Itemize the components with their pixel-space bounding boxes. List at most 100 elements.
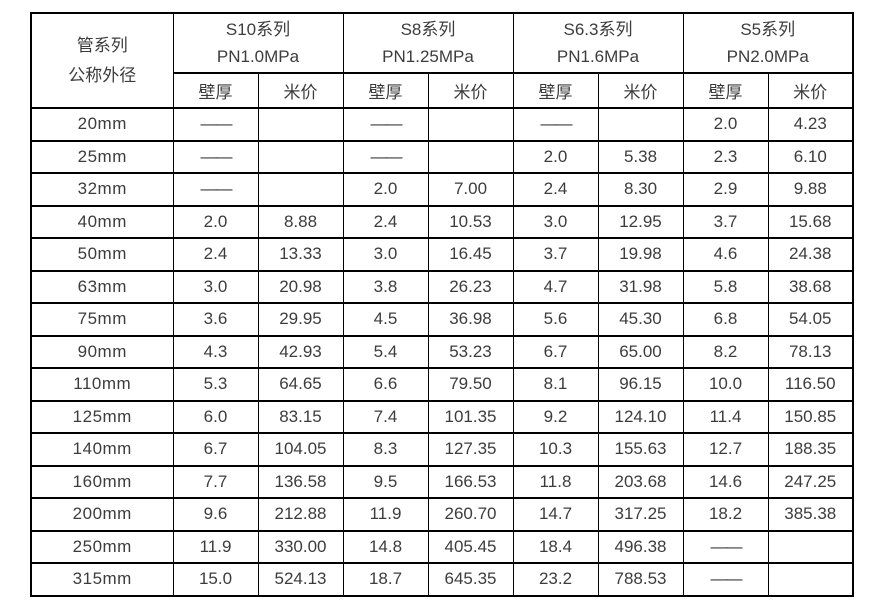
value-cell: 6.8	[682, 302, 769, 337]
value-cell: 9.5	[342, 464, 429, 499]
corner-header-line1: 管系列	[76, 35, 128, 55]
value-cell: 24.38	[767, 237, 854, 272]
value-cell: 7.7	[172, 464, 259, 499]
table-row: 110mm 5.3 64.65 6.6 79.50 8.1 96.15 10.0 116.50	[30, 367, 854, 402]
value-cell: 11.4	[682, 399, 769, 434]
value-cell: 26.23	[427, 269, 514, 304]
value-cell	[767, 562, 854, 597]
series-name: S10系列	[225, 20, 291, 39]
value-cell: 54.05	[767, 302, 854, 337]
series-header-s8: S8系列 PN1.25MPa	[342, 12, 514, 74]
value-cell: 330.00	[257, 529, 344, 564]
value-cell: ——	[172, 139, 259, 174]
series-header-s10: S10系列 PN1.0MPa	[172, 12, 344, 74]
value-cell: 101.35	[427, 399, 514, 434]
value-cell: 8.30	[597, 172, 684, 207]
value-cell	[257, 107, 344, 142]
value-cell	[427, 139, 514, 174]
value-cell: ——	[172, 172, 259, 207]
value-cell: ——	[682, 562, 769, 597]
value-cell: 20.98	[257, 269, 344, 304]
value-cell: 2.4	[172, 237, 259, 272]
pipe-size-cell: 200mm	[30, 497, 174, 532]
value-cell: 96.15	[597, 367, 684, 402]
value-cell: 8.3	[342, 432, 429, 467]
pipe-size-cell: 140mm	[30, 432, 174, 467]
pipe-size-cell: 25mm	[30, 139, 174, 174]
value-cell: 5.6	[512, 302, 599, 337]
table-row: 200mm 9.6 212.88 11.9 260.70 14.7 317.25 18.2 38…	[30, 497, 854, 532]
value-cell: ——	[512, 107, 599, 142]
value-cell: 127.35	[427, 432, 514, 467]
value-cell: 23.2	[512, 562, 599, 597]
value-cell: 317.25	[597, 497, 684, 532]
value-cell	[597, 107, 684, 142]
value-cell: 4.3	[172, 334, 259, 369]
value-cell: 3.0	[172, 269, 259, 304]
value-cell: 104.05	[257, 432, 344, 467]
value-cell: 29.95	[257, 302, 344, 337]
value-cell: 11.9	[342, 497, 429, 532]
pipe-size-cell: 20mm	[30, 107, 174, 142]
table-row: 315mm 15.0 524.13 18.7 645.35 23.2 788.53 ——	[30, 562, 854, 597]
value-cell: 5.4	[342, 334, 429, 369]
value-cell: 136.58	[257, 464, 344, 499]
value-cell: 4.7	[512, 269, 599, 304]
value-cell: 2.4	[512, 172, 599, 207]
value-cell: 15.68	[767, 204, 854, 239]
value-cell: 5.3	[172, 367, 259, 402]
series-name: S6.3系列	[563, 20, 633, 39]
subheader-thickness: 壁厚	[512, 72, 599, 109]
value-cell: 14.7	[512, 497, 599, 532]
value-cell: 3.7	[512, 237, 599, 272]
value-cell: 6.7	[172, 432, 259, 467]
value-cell: ——	[172, 107, 259, 142]
value-cell: 16.45	[427, 237, 514, 272]
value-cell: ——	[682, 529, 769, 564]
value-cell: 7.00	[427, 172, 514, 207]
value-cell: 2.0	[682, 107, 769, 142]
value-cell: 2.0	[512, 139, 599, 174]
table-row: 140mm 6.7 104.05 8.3 127.35 10.3 155.63 12.7 188…	[30, 432, 854, 467]
corner-header-line2: 公称外径	[68, 65, 137, 85]
table-row: 50mm 2.4 13.33 3.0 16.45 3.7 19.98 4.6 24.38	[30, 237, 854, 272]
value-cell: 3.7	[682, 204, 769, 239]
value-cell: 2.0	[172, 204, 259, 239]
value-cell: 18.4	[512, 529, 599, 564]
series-pressure: PN2.0MPa	[726, 47, 809, 66]
value-cell: 12.7	[682, 432, 769, 467]
table-body: 20mm —— —— —— 2.0 4.23 25mm —— —— 2.0 5.38 2.3 6.10 3…	[30, 107, 854, 597]
value-cell: 12.95	[597, 204, 684, 239]
value-cell: 124.10	[597, 399, 684, 434]
table-row: 75mm 3.6 29.95 4.5 36.98 5.6 45.30 6.8 54.05	[30, 302, 854, 337]
series-header-s6-3: S6.3系列 PN1.6MPa	[512, 12, 684, 74]
value-cell	[767, 529, 854, 564]
value-cell: 3.8	[342, 269, 429, 304]
subheader-thickness: 壁厚	[172, 72, 259, 109]
value-cell: 5.8	[682, 269, 769, 304]
value-cell: 116.50	[767, 367, 854, 402]
subheader-row: 壁厚 米价 壁厚 米价 壁厚 米价 壁厚 米价	[31, 72, 854, 109]
subheader-price: 米价	[257, 72, 344, 109]
table-row: 63mm 3.0 20.98 3.8 26.23 4.7 31.98 5.8 38.68	[30, 269, 854, 304]
value-cell: 9.88	[767, 172, 854, 207]
value-cell: 3.0	[342, 237, 429, 272]
value-cell: 188.35	[767, 432, 854, 467]
value-cell: 9.2	[512, 399, 599, 434]
pipe-size-cell: 160mm	[30, 464, 174, 499]
series-pressure: PN1.0MPa	[216, 47, 300, 66]
value-cell: 13.33	[257, 237, 344, 272]
value-cell: 4.6	[682, 237, 769, 272]
pipe-price-table: 管系列 公称外径 S10系列 PN1.0MPa S8系列 PN1.25MPa S…	[30, 12, 854, 597]
value-cell: ——	[342, 107, 429, 142]
value-cell: 10.53	[427, 204, 514, 239]
table-row: 32mm —— 2.0 7.00 2.4 8.30 2.9 9.88	[30, 172, 854, 207]
pipe-size-cell: 32mm	[30, 172, 174, 207]
subheader-price: 米价	[767, 72, 854, 109]
value-cell: 4.5	[342, 302, 429, 337]
value-cell: 18.2	[682, 497, 769, 532]
value-cell: 2.9	[682, 172, 769, 207]
series-pressure: PN1.6MPa	[556, 47, 640, 66]
pipe-size-cell: 125mm	[30, 399, 174, 434]
value-cell: 79.50	[427, 367, 514, 402]
